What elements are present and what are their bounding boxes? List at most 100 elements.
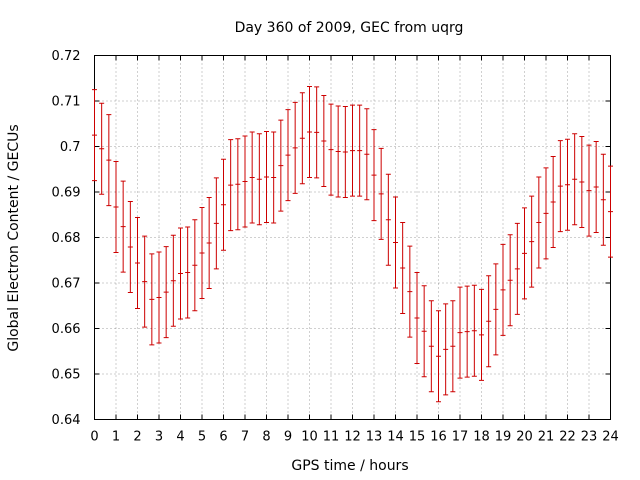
error-bar (500, 243, 506, 336)
error-bar (493, 263, 499, 356)
x-tick-label: 2 (133, 430, 141, 445)
error-bar-mark (529, 195, 535, 288)
error-bar-mark (256, 133, 262, 226)
error-bar-mark (457, 286, 463, 379)
error-bar (421, 285, 427, 378)
error-bar-mark (199, 206, 205, 299)
error-bar-mark (185, 226, 191, 319)
error-bar-mark (314, 86, 320, 179)
error-bar (572, 133, 578, 226)
error-bar (436, 310, 441, 403)
error-bar-mark (557, 140, 563, 233)
y-tick-label: 0.65 (52, 368, 81, 383)
error-bar-mark (127, 201, 133, 294)
error-bar-mark (428, 300, 434, 393)
error-bar (321, 95, 327, 188)
error-bar-mark (170, 234, 176, 327)
error-bar (407, 245, 413, 338)
error-bar-mark (228, 139, 234, 232)
error-bar-mark (500, 243, 506, 336)
error-bar-mark (292, 101, 298, 194)
error-bar (299, 92, 305, 185)
error-bar-mark (600, 153, 606, 246)
error-bar (285, 109, 291, 202)
error-bar-mark (120, 180, 126, 273)
error-bar-mark (522, 207, 527, 300)
error-bar (586, 144, 592, 237)
error-bar-mark (328, 103, 334, 196)
error-bar-mark (242, 135, 248, 228)
error-bar-mark (371, 129, 377, 222)
error-bar-mark (307, 85, 312, 178)
error-bar (557, 140, 563, 233)
x-tick-label: 3 (155, 430, 163, 445)
error-bar (514, 222, 520, 315)
y-tick-label: 0.64 (52, 413, 81, 428)
x-tick-label: 7 (241, 430, 249, 445)
error-bar (428, 300, 434, 393)
error-bar (335, 105, 341, 198)
error-bar-mark (271, 131, 277, 224)
y-tick-label: 0.69 (52, 186, 81, 201)
error-bar (400, 221, 406, 314)
y-tick-label: 0.71 (52, 95, 81, 110)
error-bar-mark (92, 89, 97, 182)
x-tick-label: 10 (301, 430, 318, 445)
error-bar (385, 173, 391, 266)
x-tick-label: 6 (219, 430, 227, 445)
error-bar (120, 180, 126, 273)
x-tick-label: 5 (198, 430, 206, 445)
error-bar-mark (450, 300, 456, 393)
error-bar-mark (178, 227, 183, 320)
error-bar-mark (192, 219, 198, 312)
error-bar (213, 177, 219, 270)
error-bar-mark (113, 161, 119, 254)
x-tick-label: 0 (90, 430, 98, 445)
x-tick-label: 8 (262, 430, 270, 445)
error-bar (486, 275, 492, 368)
error-bar-mark (350, 104, 355, 197)
y-axis-label: Global Electron Content / GECUs (6, 124, 22, 351)
error-bar-mark (221, 158, 226, 251)
x-tick-labels: 0 1 2 3 4 5 6 7 8 9 10 11 12 13 14 15 16 17 18 19 20 21 22 23 24 (90, 430, 618, 445)
error-bar-mark (586, 144, 592, 237)
error-bar (99, 102, 105, 195)
y-tick-label: 0.66 (52, 322, 81, 337)
error-bar (371, 129, 377, 222)
error-bar-mark (142, 235, 148, 328)
error-bar (357, 104, 363, 197)
y-tick-label: 0.67 (52, 277, 81, 292)
error-bar (149, 253, 155, 346)
error-bar (92, 89, 97, 182)
error-bar-mark (579, 135, 585, 228)
y-tick-label: 0.72 (52, 49, 81, 64)
y-tick-label: 0.68 (52, 231, 81, 246)
error-bar (127, 201, 133, 294)
error-bar (221, 158, 226, 251)
error-bar (163, 246, 169, 339)
error-bar (256, 133, 262, 226)
error-bar (543, 167, 549, 260)
error-bar-mark (99, 102, 105, 195)
error-bar (156, 251, 162, 344)
error-bar-mark (443, 303, 449, 396)
error-bar-mark (156, 251, 162, 344)
error-bar-mark (393, 196, 398, 289)
error-bar (608, 165, 613, 258)
x-tick-label: 1 (112, 430, 120, 445)
x-tick-label: 12 (344, 430, 361, 445)
x-tick-label: 13 (366, 430, 383, 445)
error-bar (450, 300, 456, 393)
error-bar-mark (299, 92, 305, 185)
error-bar-mark (565, 138, 570, 231)
error-bar-mark (572, 133, 578, 226)
error-bar-mark (135, 216, 140, 309)
error-bar (135, 216, 140, 309)
error-bar-mark (479, 288, 484, 381)
error-bar-mark (593, 140, 599, 233)
x-tick-label: 21 (538, 430, 555, 445)
error-bar (185, 226, 191, 319)
error-bar (292, 101, 298, 194)
x-tick-label: 18 (473, 430, 490, 445)
